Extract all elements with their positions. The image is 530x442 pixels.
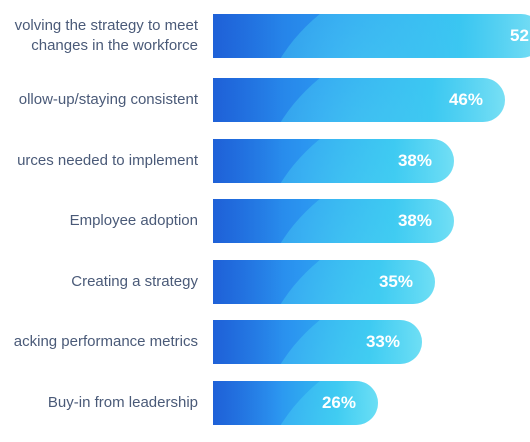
category-label: Employee adoption [69,212,198,229]
bar-value-label: 46% [448,90,483,109]
bar-value-label: 38% [397,151,432,170]
bar: 26% [213,381,378,425]
bar-value-label: 35% [378,272,413,291]
category-label: Creating a strategy [71,273,198,290]
bar-value-label: 38% [397,211,432,230]
category-label: volving the strategy to meet changes in … [14,17,198,54]
bar-value-label: 52 [510,26,529,45]
category-label: acking performance metrics [13,333,198,350]
bar: 35% [213,260,435,304]
bar: 46% [213,78,505,122]
bar-value-label: 33% [365,332,400,351]
bar: 52 [213,14,530,58]
bar: 38% [213,139,454,183]
bar: 38% [213,199,454,243]
category-label: urces needed to implement [17,152,198,169]
category-label: ollow-up/staying consistent [18,91,198,108]
bar: 33% [213,320,422,364]
bar-value-label: 26% [321,393,356,412]
category-label: Buy-in from leadership [47,394,198,411]
